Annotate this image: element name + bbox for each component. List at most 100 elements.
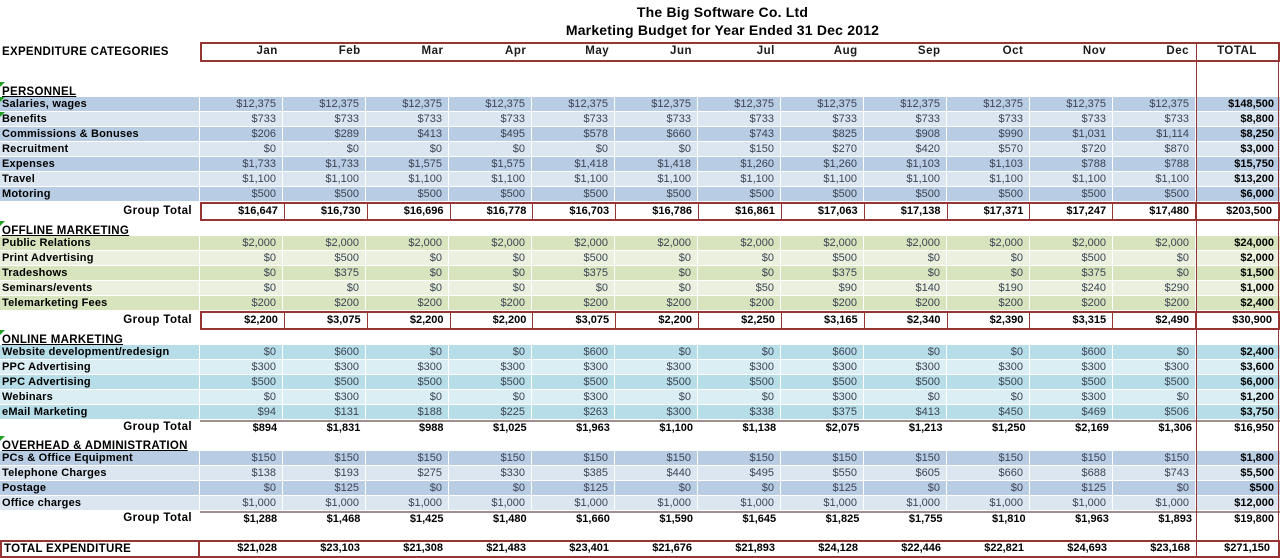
cell[interactable]: $0 (449, 251, 532, 265)
group-total-cell[interactable]: $1,831 (326, 422, 361, 434)
cell[interactable]: $0 (615, 390, 698, 404)
cell[interactable]: $600 (532, 345, 615, 359)
group-total-cell[interactable]: $1,138 (742, 422, 777, 434)
cell[interactable]: $0 (200, 142, 283, 156)
cell[interactable]: $1,000 (1113, 496, 1196, 510)
cell[interactable]: $0 (449, 390, 532, 404)
cell[interactable]: $0 (366, 251, 449, 265)
cell[interactable]: $500 (366, 375, 449, 389)
cell[interactable]: $150 (1030, 451, 1113, 465)
expenditure-categories-header[interactable]: EXPENDITURE CATEGORIES (2, 46, 169, 58)
row-label[interactable]: Public Relations (0, 236, 200, 250)
cell[interactable]: $263 (532, 405, 615, 419)
section-header-online-marketing[interactable]: ONLINE MARKETING (0, 330, 1280, 346)
cell[interactable]: $300 (283, 360, 366, 374)
cell[interactable]: $500 (449, 187, 532, 201)
cell[interactable]: $0 (698, 390, 781, 404)
cell[interactable]: $1,260 (781, 157, 864, 171)
cell[interactable]: $0 (698, 481, 781, 495)
cell[interactable]: $0 (200, 251, 283, 265)
cell[interactable]: $200 (864, 296, 947, 310)
row-label[interactable]: Travel (0, 172, 200, 186)
cell[interactable]: $200 (200, 296, 283, 310)
row-label[interactable]: Telemarketing Fees (0, 296, 200, 310)
cell[interactable]: $0 (366, 266, 449, 280)
group-total-cell[interactable]: $16,647 (202, 204, 285, 219)
row-total-cell[interactable]: $1,000 (1240, 282, 1274, 294)
total-expenditure-cell[interactable]: $21,893 (735, 542, 775, 554)
cell[interactable]: $1,100 (200, 172, 283, 186)
row-total-cell[interactable]: $13,200 (1234, 173, 1274, 185)
cell[interactable]: $140 (864, 281, 947, 295)
group-total-cell[interactable]: $2,200 (202, 313, 285, 328)
cell[interactable]: $300 (1030, 390, 1113, 404)
cell[interactable]: $131 (283, 405, 366, 419)
row-label[interactable]: Postage (0, 481, 200, 495)
cell[interactable]: $12,375 (1113, 97, 1196, 111)
month-header-apr[interactable]: Apr (505, 45, 527, 57)
cell[interactable]: $0 (947, 345, 1030, 359)
cell[interactable]: $1,000 (781, 496, 864, 510)
row-label[interactable]: Benefits (0, 112, 200, 126)
cell[interactable]: $0 (366, 281, 449, 295)
cell[interactable]: $12,375 (283, 97, 366, 111)
cell[interactable]: $0 (698, 345, 781, 359)
cell[interactable]: $0 (200, 266, 283, 280)
cell[interactable]: $1,000 (283, 496, 366, 510)
cell[interactable]: $1,100 (698, 172, 781, 186)
cell[interactable]: $733 (781, 112, 864, 126)
cell[interactable]: $908 (864, 127, 947, 141)
cell[interactable]: $0 (615, 281, 698, 295)
cell[interactable]: $225 (449, 405, 532, 419)
cell[interactable]: $495 (449, 127, 532, 141)
cell[interactable]: $12,375 (698, 97, 781, 111)
cell[interactable]: $1,000 (532, 496, 615, 510)
total-expenditure-cell[interactable]: $23,168 (1150, 542, 1190, 554)
cell[interactable]: $12,375 (449, 97, 532, 111)
cell[interactable]: $0 (615, 345, 698, 359)
cell[interactable]: $733 (947, 112, 1030, 126)
row-total-cell[interactable]: $2,000 (1240, 252, 1274, 264)
cell[interactable]: $2,000 (947, 236, 1030, 250)
cell[interactable]: $150 (864, 451, 947, 465)
row-label[interactable]: Expenses (0, 157, 200, 171)
cell[interactable]: $1,000 (698, 496, 781, 510)
cell[interactable]: $12,375 (366, 97, 449, 111)
cell[interactable]: $733 (864, 112, 947, 126)
cell[interactable]: $12,375 (864, 97, 947, 111)
cell[interactable]: $600 (283, 345, 366, 359)
total-expenditure-cell[interactable]: $21,308 (403, 542, 443, 554)
row-label[interactable]: Recruitment (0, 142, 200, 156)
cell[interactable]: $500 (864, 375, 947, 389)
group-total-cell[interactable]: $1,425 (409, 513, 444, 525)
cell[interactable]: $500 (532, 251, 615, 265)
cell[interactable]: $506 (1113, 405, 1196, 419)
group-total-cell[interactable]: $1,250 (992, 422, 1026, 434)
row-label[interactable]: PPC Advertising (0, 375, 200, 389)
cell[interactable]: $300 (781, 360, 864, 374)
group-total-cell[interactable]: $1,468 (326, 513, 361, 525)
row-total-cell[interactable]: $148,500 (1228, 98, 1274, 110)
cell[interactable]: $150 (449, 451, 532, 465)
cell[interactable]: $500 (698, 375, 781, 389)
cell[interactable]: $2,000 (1030, 236, 1113, 250)
cell[interactable]: $150 (532, 451, 615, 465)
section-header-personnel[interactable]: PERSONNEL (0, 82, 1280, 98)
cell[interactable]: $570 (947, 142, 1030, 156)
cell[interactable]: $600 (781, 345, 864, 359)
group-total-cell[interactable]: $2,250 (699, 313, 782, 328)
group-total-cell[interactable]: $1,480 (493, 513, 527, 525)
cell[interactable]: $300 (781, 390, 864, 404)
group-total-cell[interactable]: $2,169 (1075, 422, 1109, 434)
cell[interactable]: $290 (1113, 281, 1196, 295)
cell[interactable]: $500 (781, 375, 864, 389)
group-total-cell[interactable]: $16,696 (368, 204, 451, 219)
cell[interactable]: $1,000 (200, 496, 283, 510)
cell[interactable]: $200 (449, 296, 532, 310)
group-total-cell[interactable]: $1,645 (742, 513, 777, 525)
cell[interactable]: $1,100 (947, 172, 1030, 186)
group-total-cell[interactable]: $17,371 (948, 204, 1031, 219)
row-label[interactable]: Tradeshows (0, 266, 200, 280)
group-total-cell[interactable]: $3,075 (533, 313, 617, 328)
cell[interactable]: $1,114 (1113, 127, 1196, 141)
